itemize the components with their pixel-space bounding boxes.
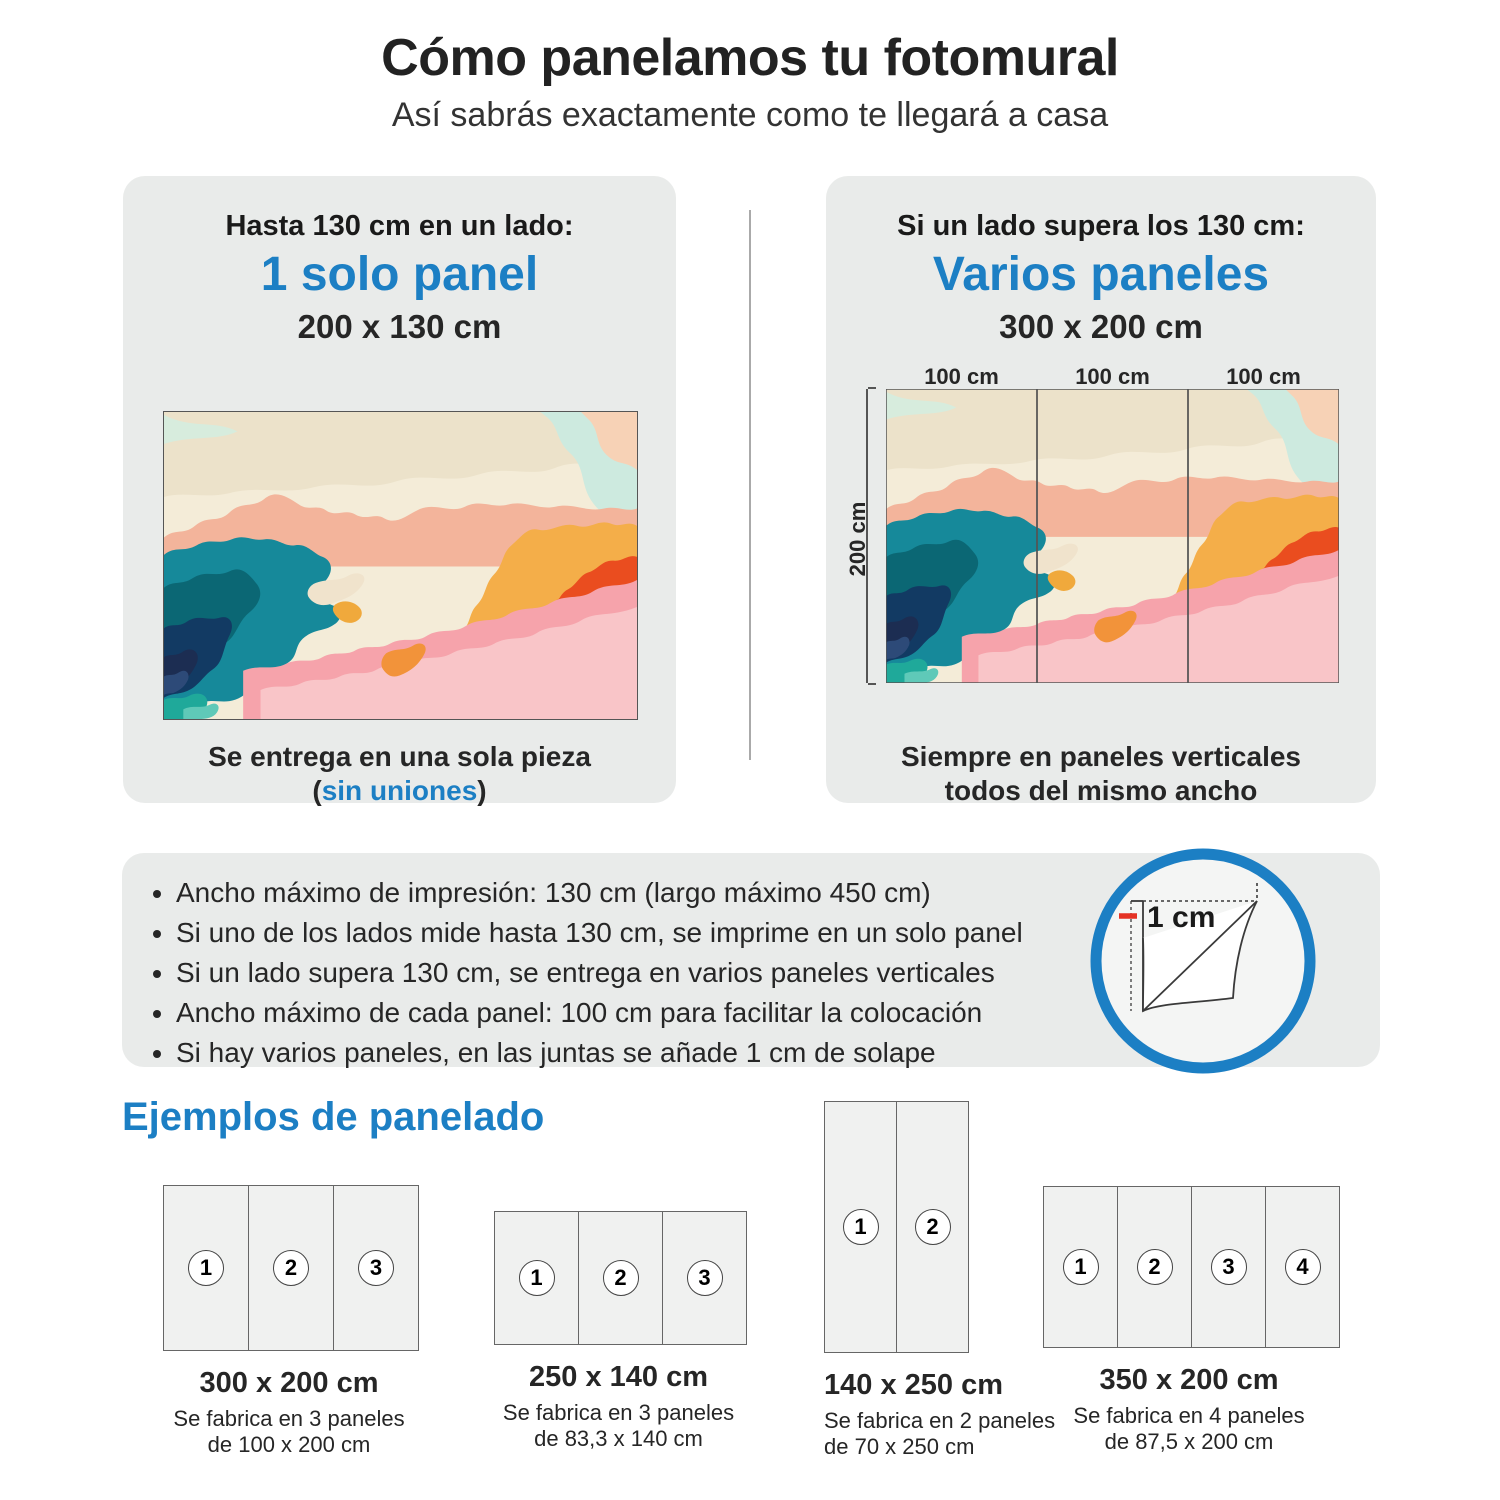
svg-text:1 cm: 1 cm [1147, 901, 1215, 934]
